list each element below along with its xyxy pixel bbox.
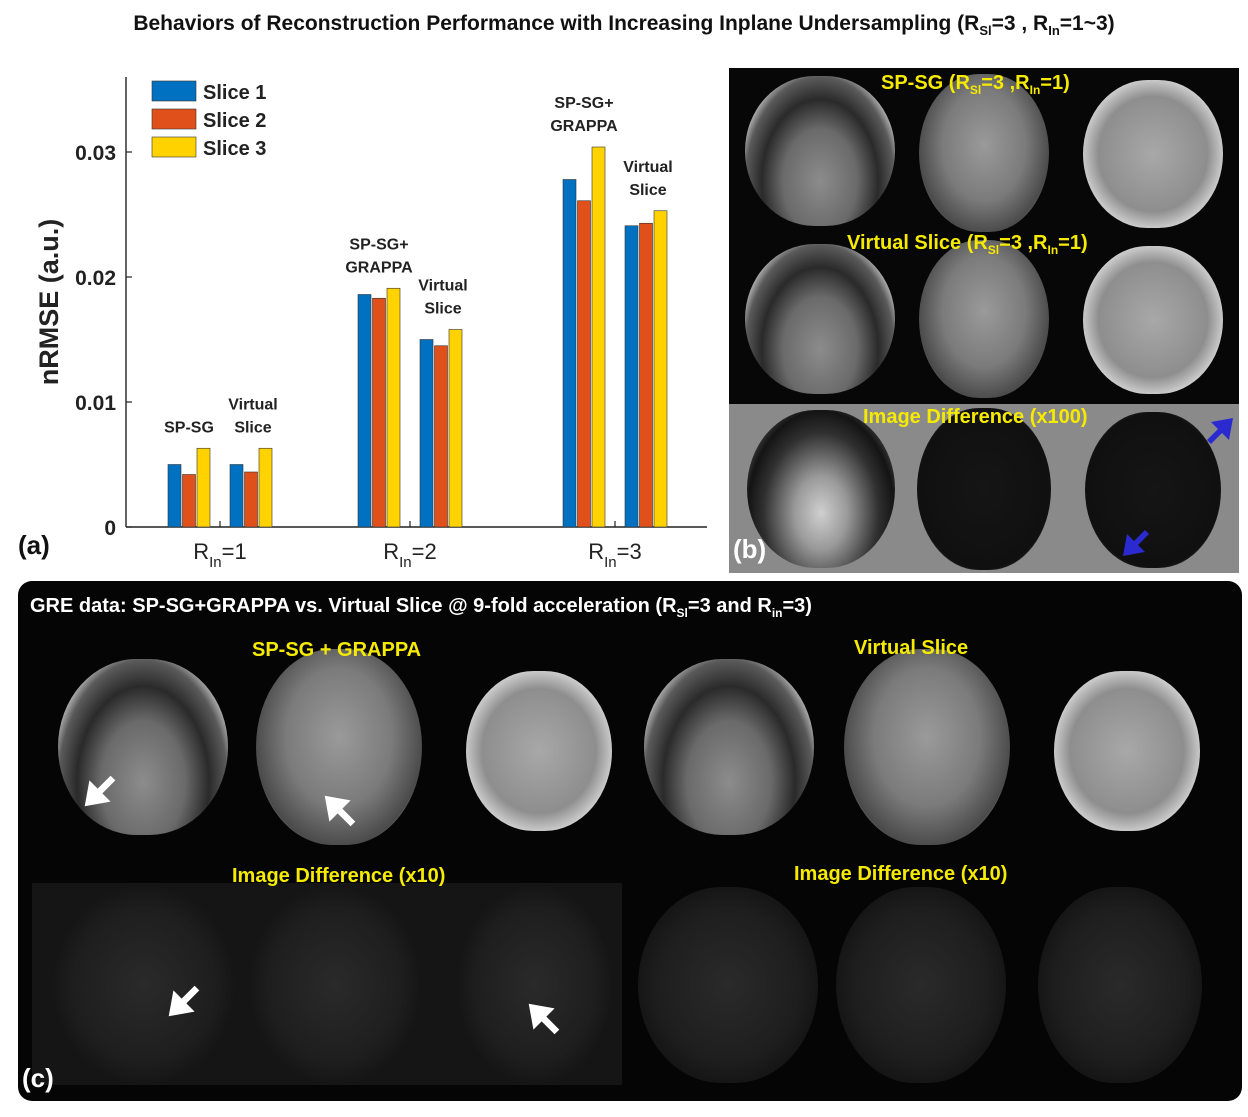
brain-image-virtual-slice3 [1083,246,1223,394]
bar-slice2 [434,345,448,528]
method-label: Virtual [228,396,278,413]
bar-slice3 [258,447,273,528]
panel-c-label: (c) [22,1063,54,1093]
bar-slice2 [577,200,591,528]
left-diff-slice3 [458,887,612,1083]
method-label: Virtual [623,159,673,176]
bar-slice3 [591,146,606,528]
brain-image-spsg-slice3 [1083,80,1223,228]
method-label: GRAPPA [550,118,618,135]
blue-arrow-icon [1123,530,1149,556]
bar-slice3 [386,287,401,528]
method-label: Slice [629,182,666,199]
brain-image-spsg-slice1 [745,76,895,226]
gre-virtual-slice2 [844,649,1010,845]
y-axis-label: nRMSE (a.u.) [34,219,64,386]
panel-b-label: (b) [733,534,767,564]
panel-b-image-grid: SP-SG (RSl=3 ,RIn=1) Virtual Slice (RSl=… [729,68,1239,573]
y-tick-label: 0 [104,517,116,540]
method-label: Slice [234,419,271,436]
brain-image-virtual-slice2 [919,240,1049,398]
right-diff-slice1 [638,887,818,1083]
legend-label: Slice 2 [203,110,266,132]
group-label: RIn=1 [193,539,247,571]
white-arrow-icon [168,985,200,1017]
y-tick-label: 0.02 [75,267,116,290]
legend-swatch [151,136,197,158]
method-label: Virtual [418,278,468,295]
panel-c-gre-comparison: GRE data: SP-SG+GRAPPA vs. Virtual Slice… [18,581,1242,1101]
y-tick-label: 0.03 [75,142,116,165]
panel-c-left-diff-title: Image Difference (x10) [232,865,446,887]
bar-slice1 [357,294,372,528]
y-tick-label: 0.01 [75,392,116,415]
white-arrow-icon [528,1003,560,1035]
bar-slice3 [196,447,211,528]
bar-slice2 [639,222,653,528]
difference-image-slice1 [747,410,895,568]
legend-swatch [151,108,197,130]
left-diff-slice2 [250,887,420,1083]
bar-slice1 [624,225,639,528]
difference-image-slice2 [917,408,1051,570]
bar-slice2 [372,297,386,528]
main-title: Behaviors of Reconstruction Performance … [133,12,1115,39]
blue-arrow-icon [1207,418,1233,444]
method-label: SP-SG+ [554,95,613,112]
panel-b-row2-title: Virtual Slice (RSl=3 ,RIn=1) [847,232,1088,257]
method-label: GRAPPA [345,259,413,276]
bar-slice2 [182,474,196,528]
panel-c-title: GRE data: SP-SG+GRAPPA vs. Virtual Slice… [30,595,812,620]
method-label: SP-SG [164,419,214,436]
gre-spsg-slice3 [466,671,612,831]
white-arrow-icon [84,775,116,807]
panel-c-left-title: SP-SG + GRAPPA [252,639,422,661]
right-diff-slice3 [1038,887,1202,1083]
brain-image-virtual-slice1 [745,244,895,394]
bar-slice2 [244,471,258,528]
panel-a-label: (a) [18,530,50,560]
left-diff-slice1 [54,887,234,1083]
group-label: RIn=3 [588,539,642,571]
panel-c-right-title: Virtual Slice [854,637,969,659]
panel-c-right-diff-title: Image Difference (x10) [794,863,1008,885]
bar-slice1 [419,339,434,528]
brain-image-spsg-slice2 [919,74,1049,232]
difference-image-slice3 [1085,412,1221,568]
bar-slice1 [229,464,244,528]
bar-slice1 [167,464,182,528]
method-label: Slice [424,301,461,318]
bar-slice1 [562,179,577,528]
white-arrow-icon [324,795,356,827]
legend-label: Slice 3 [203,138,266,160]
nrmse-bar-chart: 0 0.01 0.02 0.03 nRMSE (a.u.) RIn=1 SP-SG Virtu… [34,77,707,571]
method-label: SP-SG+ [349,236,408,253]
right-diff-slice2 [836,887,1006,1083]
gre-virtual-slice1 [644,659,814,835]
panel-b-row3-title: Image Difference (x100) [863,406,1088,428]
legend-swatch [151,80,197,102]
gre-virtual-slice3 [1054,671,1200,831]
bar-slice3 [653,210,668,528]
group-label: RIn=2 [383,539,437,571]
legend-label: Slice 1 [203,82,266,104]
bar-slice3 [448,329,463,528]
panel-b-row1-title: SP-SG (RSl=3 ,RIn=1) [881,72,1070,97]
